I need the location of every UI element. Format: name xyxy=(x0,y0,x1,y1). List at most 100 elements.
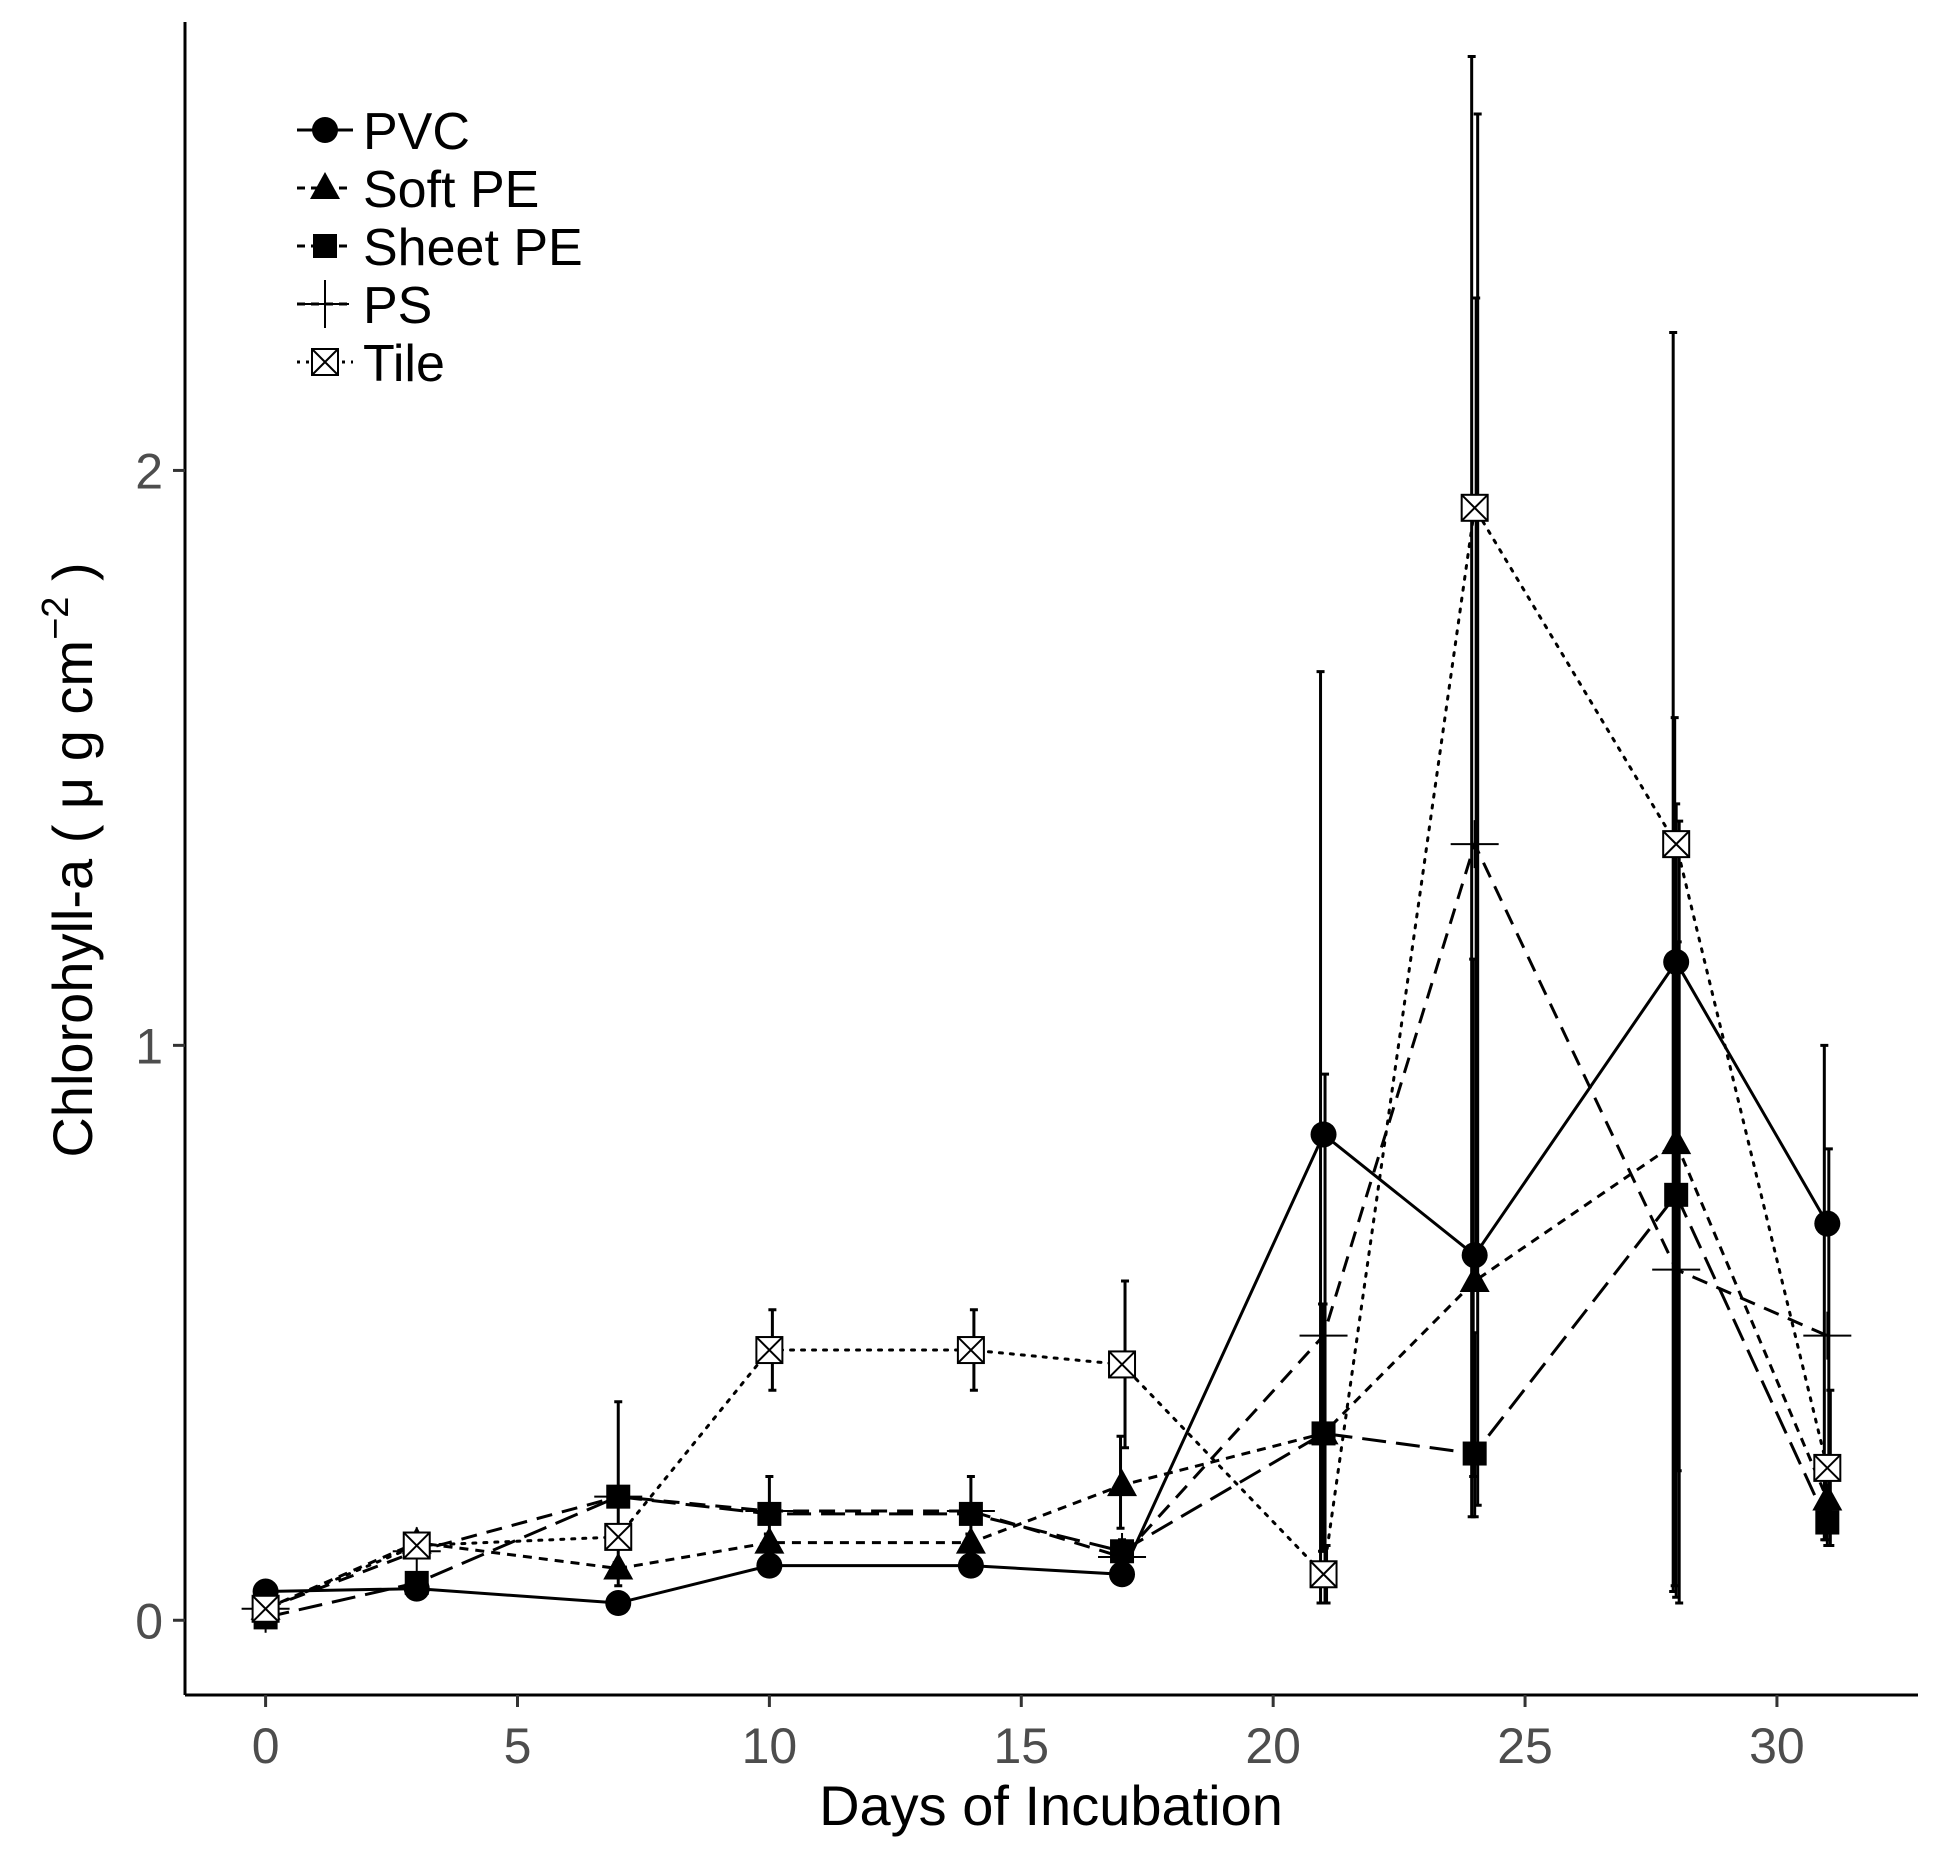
point-soft-pe-day-28-shape xyxy=(1661,1127,1692,1155)
x-tick-label-20: 20 xyxy=(1245,1718,1301,1774)
point-tile-day-21-cross xyxy=(1309,1560,1338,1588)
point-tile-day-21 xyxy=(1309,1560,1338,1589)
point-pvc-day-28 xyxy=(1663,948,1690,975)
error-bars xyxy=(258,54,1835,1622)
x-tick-label-25: 25 xyxy=(1497,1718,1553,1774)
point-ps-day-7-shape xyxy=(594,1472,643,1521)
point-pvc-day-24 xyxy=(1461,1242,1488,1269)
point-tile-day-14 xyxy=(956,1336,985,1365)
point-ps-day-21-shape xyxy=(1299,1311,1348,1360)
point-pvc-day-21 xyxy=(1310,1121,1337,1148)
y-ticks: 0 1 2 xyxy=(135,443,185,1649)
point-soft-pe-day-17 xyxy=(1107,1469,1138,1497)
legend-marker-pvc-shape xyxy=(312,117,338,143)
point-ps-day-28-shape xyxy=(1652,1245,1701,1294)
point-tile-day-31-cross xyxy=(1813,1454,1842,1482)
point-soft-pe-day-10-shape xyxy=(754,1526,785,1554)
point-sheet-pe-day-21 xyxy=(1311,1421,1336,1446)
point-tile-day-14-cross xyxy=(957,1336,985,1364)
point-ps-day-10 xyxy=(745,1487,794,1536)
point-sheet-pe-day-31 xyxy=(1815,1510,1840,1535)
point-ps-day-31-shape xyxy=(1803,1311,1852,1360)
series-markers xyxy=(241,493,1852,1633)
series-line-sheet-pe xyxy=(265,1191,1829,1619)
point-soft-pe-day-10 xyxy=(754,1526,785,1554)
series-line-ps xyxy=(265,839,1828,1611)
point-ps-day-10-shape xyxy=(745,1487,794,1536)
legend-label-sheet-pe: Sheet PE xyxy=(363,219,583,277)
point-sheet-pe-day-24 xyxy=(1462,1441,1487,1466)
point-soft-pe-day-31 xyxy=(1812,1483,1843,1511)
point-sheet-pe-day-24-shape xyxy=(1462,1441,1487,1466)
point-tile-day-7-cross xyxy=(604,1523,632,1551)
point-pvc-day-24-shape xyxy=(1461,1242,1488,1269)
point-ps-day-17 xyxy=(1098,1533,1147,1582)
point-soft-pe-day-28 xyxy=(1661,1127,1692,1155)
point-tile-day-17 xyxy=(1108,1350,1137,1379)
legend-item-tile: Tile xyxy=(297,335,445,393)
point-ps-day-21 xyxy=(1299,1311,1348,1360)
point-pvc-day-14 xyxy=(957,1552,984,1579)
series-line-tile xyxy=(264,503,1829,1611)
series-lines xyxy=(264,503,1829,1619)
point-sheet-pe-day-28-shape xyxy=(1664,1182,1689,1207)
point-tile-day-3-cross xyxy=(403,1531,431,1560)
point-soft-pe-day-24 xyxy=(1459,1265,1490,1293)
legend-marker-soft-pe-shape xyxy=(310,172,340,199)
point-ps-day-24 xyxy=(1450,820,1499,869)
point-ps-day-14-shape xyxy=(946,1487,995,1536)
point-pvc-day-7 xyxy=(605,1590,632,1617)
point-ps-day-28 xyxy=(1652,1245,1701,1294)
point-tile-day-10-cross xyxy=(755,1336,784,1364)
point-sheet-pe-day-28 xyxy=(1664,1182,1689,1207)
legend-marker-sheet-pe-shape xyxy=(313,234,337,258)
legend-label-soft-pe: Soft PE xyxy=(363,161,539,219)
legend-label-ps: PS xyxy=(363,277,432,335)
legend-marker-tile-cross xyxy=(311,348,339,376)
point-ps-day-17-shape xyxy=(1098,1533,1147,1582)
point-soft-pe-day-14-shape xyxy=(955,1526,986,1554)
point-pvc-day-14-shape xyxy=(957,1552,984,1579)
y-tick-label-0: 0 xyxy=(135,1593,163,1649)
point-soft-pe-day-7 xyxy=(603,1552,634,1580)
point-tile-day-17-cross xyxy=(1108,1350,1136,1379)
point-tile-day-3 xyxy=(402,1531,431,1560)
point-pvc-day-31-shape xyxy=(1814,1210,1841,1237)
x-tick-label-0: 0 xyxy=(252,1718,280,1774)
y-axis-title: Chlorohyll-a ( μ g cm−2 ) xyxy=(35,562,104,1157)
point-tile-day-24-cross xyxy=(1460,494,1489,522)
point-pvc-day-28-shape xyxy=(1663,948,1690,975)
y-tick-label-2: 2 xyxy=(135,443,163,499)
point-tile-day-7 xyxy=(604,1522,633,1551)
x-tick-label-30: 30 xyxy=(1749,1718,1805,1774)
series-line-soft-pe xyxy=(265,1140,1829,1611)
point-soft-pe-day-24-shape xyxy=(1459,1265,1490,1293)
x-axis-title: Days of Incubation xyxy=(819,1774,1283,1837)
point-pvc-day-31 xyxy=(1814,1210,1841,1237)
point-tile-day-0 xyxy=(251,1594,280,1623)
legend-item-sheet-pe: Sheet PE xyxy=(297,219,583,277)
legend-label-pvc: PVC xyxy=(363,103,470,161)
legend-marker-sheet-pe xyxy=(313,234,337,258)
legend-item-soft-pe: Soft PE xyxy=(297,161,539,219)
point-tile-day-0-cross xyxy=(251,1595,280,1623)
point-soft-pe-day-17-shape xyxy=(1107,1469,1138,1497)
point-tile-day-24 xyxy=(1460,493,1489,522)
legend-marker-pvc xyxy=(312,117,338,143)
point-ps-day-24-shape xyxy=(1450,820,1499,869)
point-ps-day-31 xyxy=(1803,1311,1852,1360)
point-ps-day-7 xyxy=(594,1472,643,1521)
x-tick-label-15: 15 xyxy=(993,1718,1049,1774)
point-ps-day-14 xyxy=(946,1487,995,1536)
y-tick-label-1: 1 xyxy=(135,1018,163,1074)
legend-marker-ps xyxy=(301,280,349,328)
axes xyxy=(183,22,1918,1697)
series-line-pvc xyxy=(265,959,1829,1605)
legend-marker-tile xyxy=(311,348,339,376)
legend-label-tile: Tile xyxy=(363,335,445,393)
point-pvc-day-10 xyxy=(756,1552,783,1579)
x-ticks: 0 5 10 15 20 25 30 xyxy=(252,1695,1805,1774)
point-soft-pe-day-7-shape xyxy=(603,1552,634,1580)
point-tile-day-28-cross xyxy=(1662,830,1690,858)
